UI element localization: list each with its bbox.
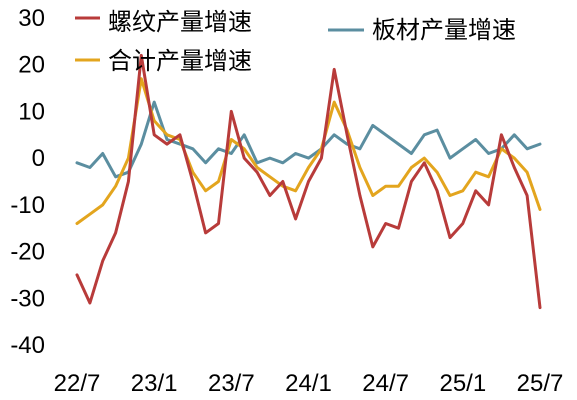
x-tick-label: 23/1 [131, 370, 178, 397]
series-line-1 [75, 100, 542, 179]
x-tick-label: 22/7 [54, 370, 101, 397]
series-lines [75, 53, 542, 310]
y-tick-label: 30 [18, 5, 45, 32]
legend-label: 螺纹产量增速 [108, 8, 252, 36]
y-tick-label: 10 [18, 98, 45, 125]
y-tick-label: -20 [10, 239, 45, 266]
x-tick-label: 24/1 [285, 370, 332, 397]
legend-label: 合计产量增速 [108, 47, 252, 75]
x-tick-label: 25/1 [439, 370, 486, 397]
legend-label: 板材产量增速 [372, 16, 516, 44]
y-tick-label: 20 [18, 52, 45, 79]
x-tick-label: 24/7 [362, 370, 409, 397]
series-line-2 [75, 77, 542, 225]
y-axis-tick-labels: 30 20 10 0 -10 -20 -30 -40 [10, 5, 45, 359]
series-line-0 [75, 53, 542, 310]
x-tick-label: 25/7 [517, 370, 564, 397]
y-tick-label: -10 [10, 192, 45, 219]
x-axis-tick-labels: 22/7 23/1 23/7 24/1 24/7 25/1 25/7 [54, 370, 564, 397]
y-tick-label: -30 [10, 285, 45, 312]
y-tick-label: 0 [32, 145, 45, 172]
y-tick-label: -40 [10, 332, 45, 359]
x-tick-label: 23/7 [208, 370, 255, 397]
